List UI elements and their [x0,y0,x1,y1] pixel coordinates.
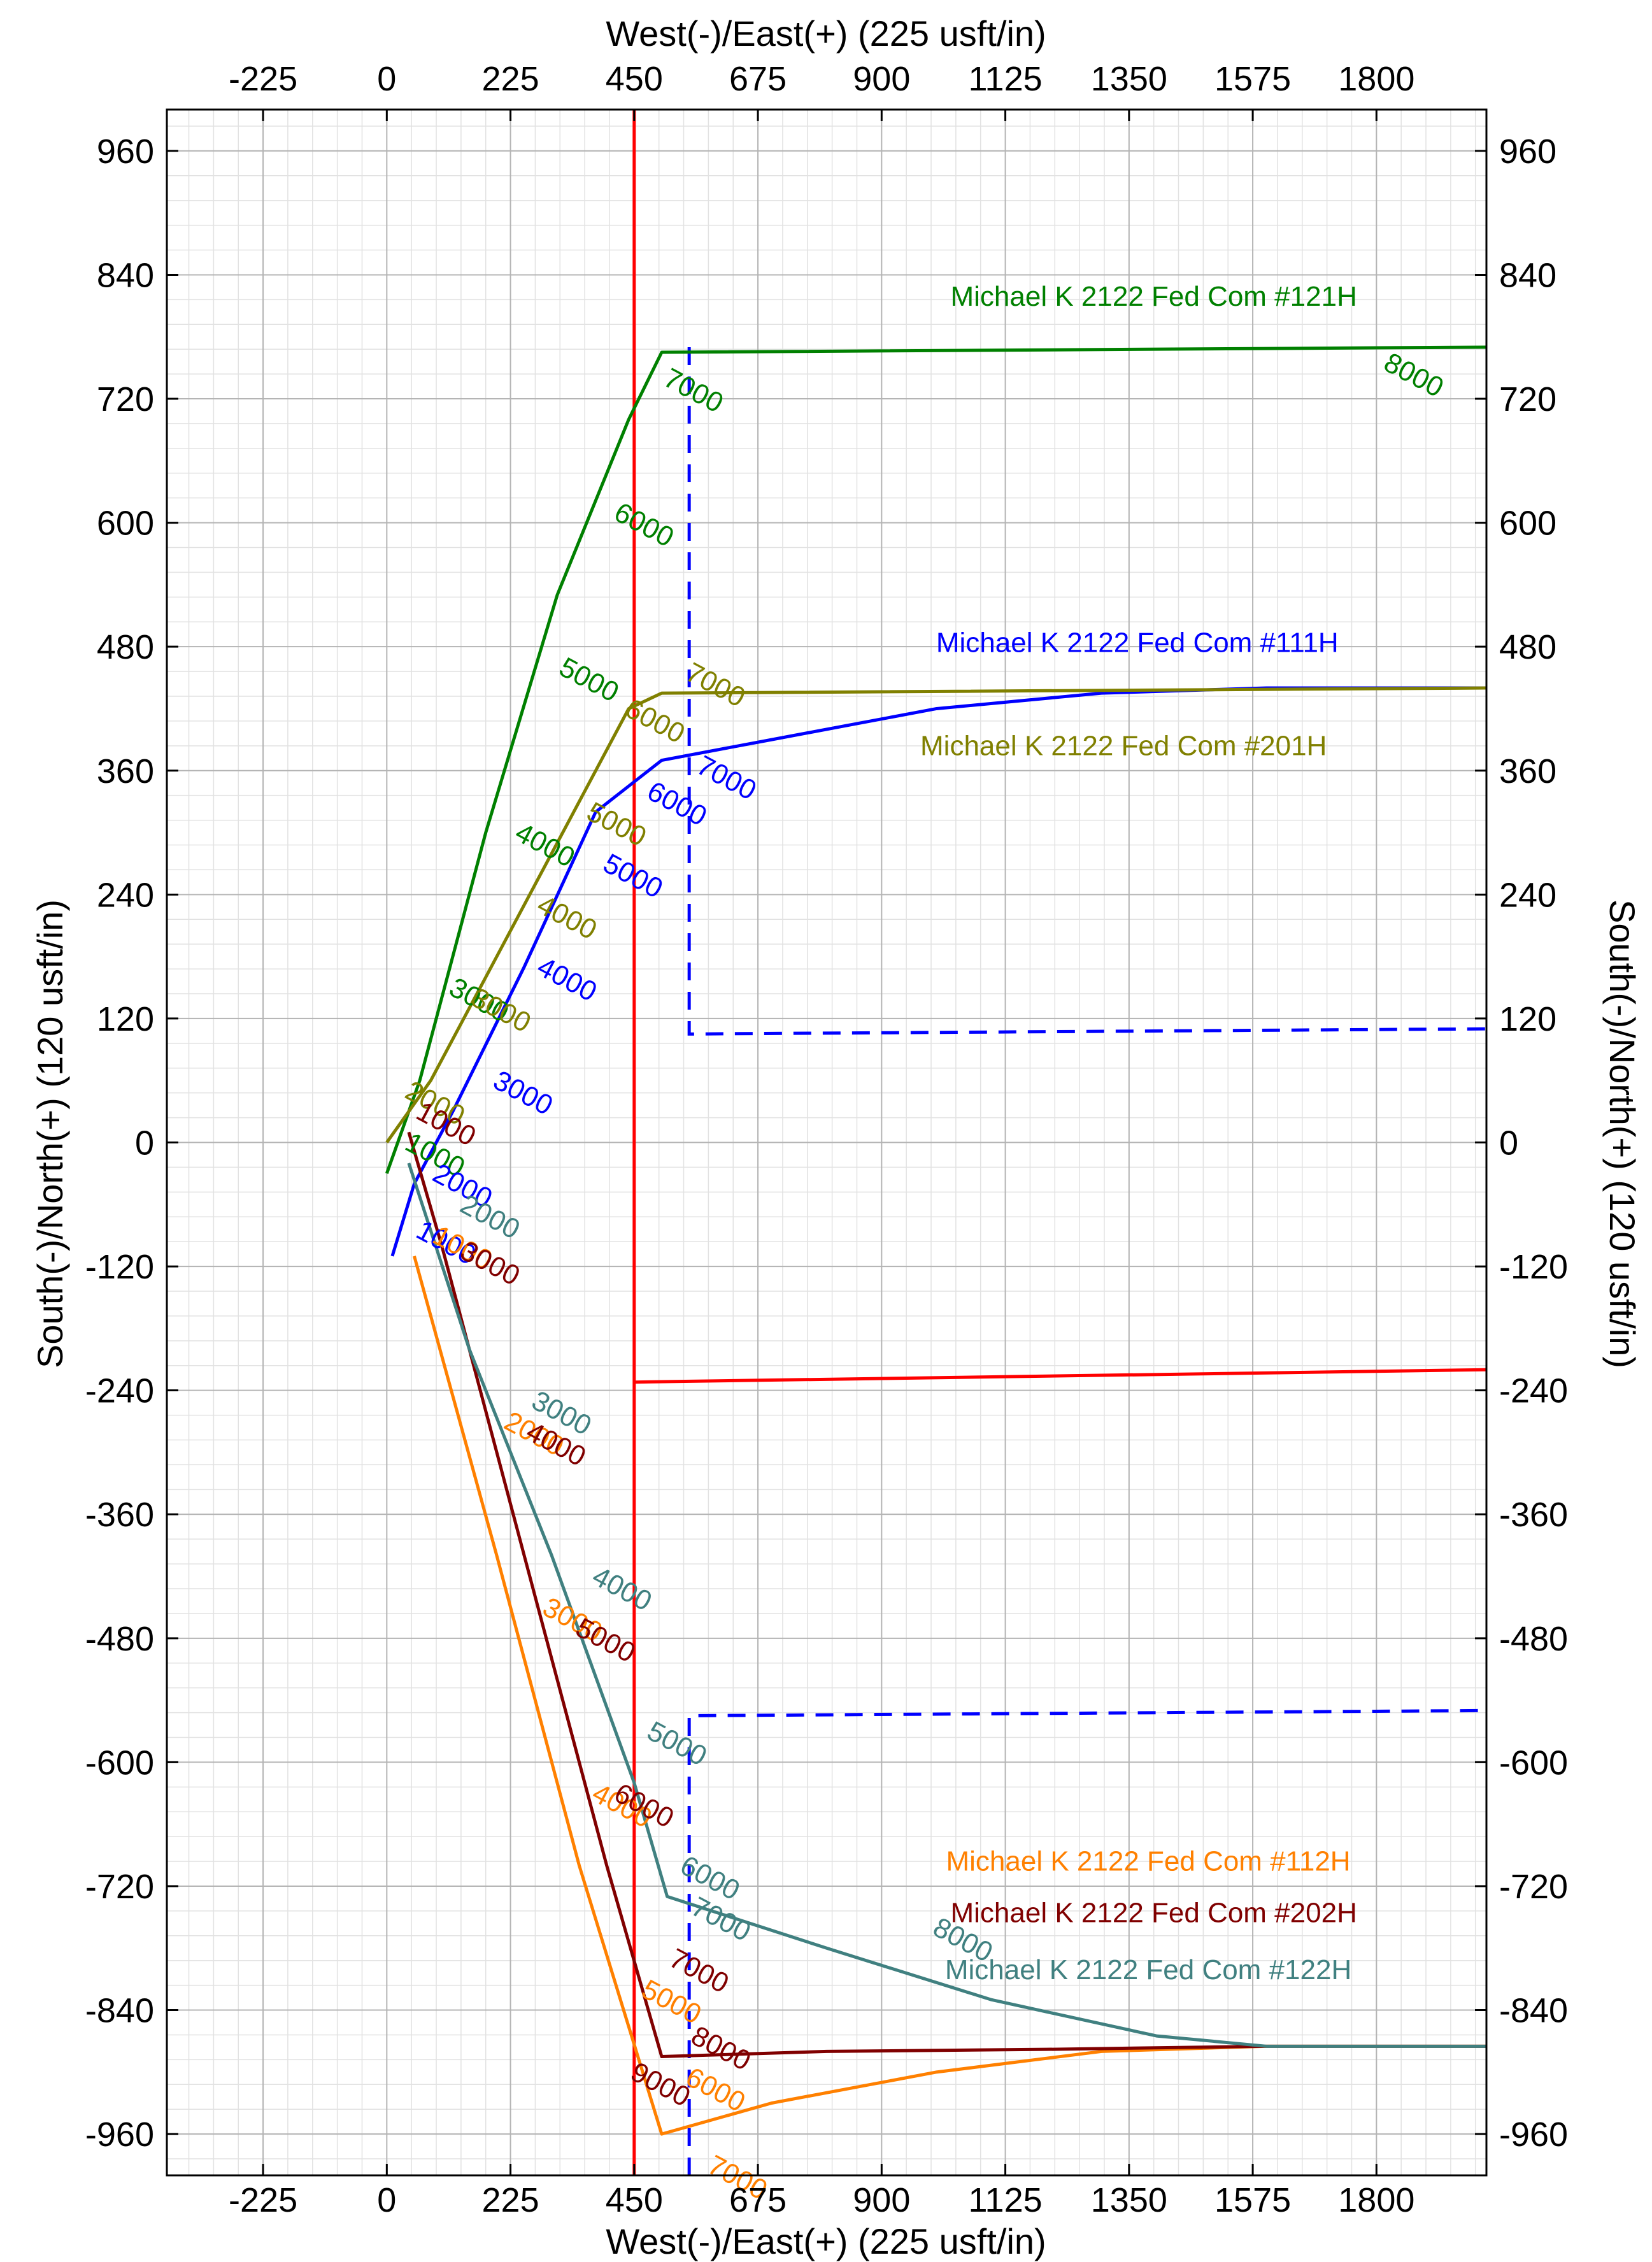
x-tick-label-top: -225 [229,60,297,98]
y-tick-label-right: -120 [1499,1248,1568,1286]
y-tick-label-right: 120 [1499,1000,1556,1038]
well-labels: Michael K 2122 Fed Com #121H Michael K 21… [920,281,1357,1986]
y-tick-label-left: 720 [97,380,154,419]
tick-marks [167,110,1486,2175]
y-tick-label-right: 480 [1499,628,1556,666]
y-tick-label-left: -600 [85,1743,154,1782]
x-axis-title-bottom: West(-)/East(+) (225 usft/in) [606,2221,1046,2261]
x-tick-label-bottom: 225 [482,2181,539,2219]
y-tick-label-right: -480 [1499,1620,1568,1658]
x-tick-label-bottom: -225 [229,2181,297,2219]
y-tick-label-left: 840 [97,256,154,294]
well-label: Michael K 2122 Fed Com #112H [946,1846,1351,1877]
x-tick-label-bottom: 900 [853,2181,910,2219]
y-tick-label-left: 240 [97,876,154,914]
y-tick-label-right: -240 [1499,1372,1568,1410]
x-tick-label-top: 1575 [1214,60,1291,98]
x-tick-label-top: 900 [853,60,910,98]
x-tick-label-bottom: 1350 [1091,2181,1167,2219]
x-tick-label-top: 1125 [969,60,1043,98]
y-tick-label-left: -960 [85,2115,154,2154]
lease-line-2 [634,1368,1487,1384]
y-tick-label-right: -960 [1499,2115,1568,2154]
y-tick-label-left: 480 [97,628,154,666]
y-tick-label-left: 360 [97,752,154,791]
x-tick-labels-top: -225 0 225 450 675 900 1125 1350 1575 1800 [229,60,1414,98]
series-line-3 [385,686,1487,1143]
x-tick-label-top: 675 [729,60,787,98]
x-tick-label-bottom: 0 [377,2181,396,2219]
series-lines [385,345,1487,2136]
y-tick-labels-left: 960 840 720 600 480 360 240 120 0 -120 -240 -360 -48… [85,132,154,2154]
y-tick-label-left: -240 [85,1372,154,1410]
series-line-1 [385,345,1487,1174]
y-tick-label-right: -600 [1499,1743,1568,1782]
y-tick-label-left: -480 [85,1620,154,1658]
y-tick-label-right: -720 [1499,1868,1568,1906]
well-label: Michael K 2122 Fed Com #121H [951,281,1357,312]
x-tick-label-top: 450 [606,60,663,98]
series-line-6 [407,1163,1486,2048]
y-tick-label-right: 720 [1499,380,1556,419]
y-axis-title-right: South(-)/North(+) (120 usft/in) [1602,899,1642,1368]
y-axis-title-left: South(-)/North(+) (120 usft/in) [30,899,70,1368]
x-axis-title-top: West(-)/East(+) (225 usft/in) [606,13,1046,54]
well-label: Michael K 2122 Fed Com #122H [945,1954,1351,1986]
well-label: Michael K 2122 Fed Com #201H [920,730,1327,761]
y-tick-label-right: -360 [1499,1496,1568,1534]
y-tick-label-right: 240 [1499,876,1556,914]
lease-line-4 [687,1708,1487,2175]
y-tick-label-right: 0 [1499,1124,1518,1163]
y-tick-label-left: -720 [85,1868,154,1906]
x-tick-label-top: 225 [482,60,539,98]
y-tick-label-right: 840 [1499,256,1556,294]
y-tick-label-right: 600 [1499,505,1556,543]
y-tick-label-right: 360 [1499,752,1556,791]
x-tick-label-top: 0 [377,60,396,98]
x-tick-label-bottom: 675 [729,2181,787,2219]
x-tick-label-bottom: 450 [606,2181,663,2219]
y-tick-label-left: 960 [97,132,154,171]
y-tick-label-left: 600 [97,505,154,543]
major-grid [167,110,1486,2175]
y-tick-label-right: -840 [1499,1992,1568,2030]
lease-line-3 [687,347,1487,1036]
x-tick-label-bottom: 1800 [1338,2181,1414,2219]
x-tick-label-top: 1350 [1091,60,1167,98]
y-tick-label-left: 120 [97,1000,154,1038]
x-tick-label-bottom: 1575 [1214,2181,1291,2219]
well-label: Michael K 2122 Fed Com #111H [936,627,1339,658]
y-tick-label-left: -120 [85,1248,154,1286]
x-tick-label-top: 1800 [1338,60,1414,98]
well-label: Michael K 2122 Fed Com #202H [951,1898,1357,1929]
lease-lines [632,110,1487,2175]
x-tick-label-bottom: 1125 [969,2181,1043,2219]
y-tick-label-left: -840 [85,1992,154,2030]
y-tick-label-right: 960 [1499,132,1556,171]
y-tick-label-left: 0 [135,1124,154,1163]
x-tick-labels-bottom: -225 0 225 450 675 900 1125 1350 1575 1800 [229,2181,1414,2219]
y-tick-labels-right: 960 840 720 600 480 360 240 120 0 -120 -240 -360 -48… [1499,132,1568,2154]
y-tick-label-left: -360 [85,1496,154,1534]
